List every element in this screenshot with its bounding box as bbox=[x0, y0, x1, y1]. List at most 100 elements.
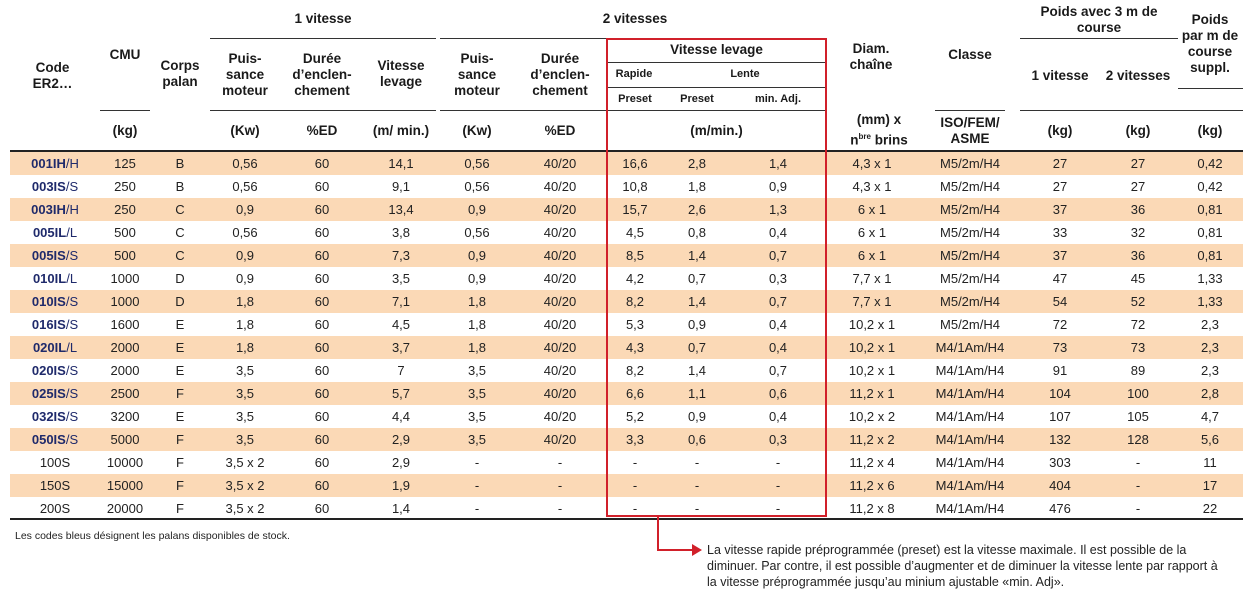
cell-cmu: 15000 bbox=[106, 478, 144, 493]
cell-corps: B bbox=[175, 156, 185, 171]
callout-arrow-horizontal bbox=[657, 549, 693, 551]
cell-code: 050IS/S bbox=[31, 432, 79, 447]
cell-lente: 0,7 bbox=[687, 340, 707, 355]
cell-ps: 11 bbox=[1203, 455, 1217, 470]
cell-p1: 72 bbox=[1052, 317, 1068, 332]
cell-kw2: 3,5 bbox=[467, 363, 487, 378]
divider bbox=[1020, 38, 1178, 39]
cell-diam: 6 x 1 bbox=[857, 202, 887, 217]
cell-ed2: 40/20 bbox=[543, 156, 577, 171]
cell-min: 1,4 bbox=[768, 156, 788, 171]
cell-corps: C bbox=[175, 225, 185, 240]
cell-classe: M4/1Am/H4 bbox=[935, 386, 1005, 401]
cell-v: 3,7 bbox=[391, 340, 411, 355]
divider bbox=[608, 87, 825, 88]
unit-cmu: (kg) bbox=[112, 123, 138, 138]
cell-min: 1,3 bbox=[768, 202, 788, 217]
cell-cmu: 500 bbox=[114, 225, 136, 240]
cell-v: 3,8 bbox=[391, 225, 411, 240]
cell-kw: 3,5 bbox=[235, 363, 255, 378]
cell-lente: 0,7 bbox=[687, 271, 707, 286]
cell-p2: 27 bbox=[1130, 156, 1146, 171]
cell-lente: 1,1 bbox=[687, 386, 707, 401]
unit-diam-line2: nbre brins bbox=[850, 132, 908, 148]
cell-ps: 4,7 bbox=[1200, 409, 1220, 424]
cell-ed: 60 bbox=[314, 179, 330, 194]
cell-lente: 0,9 bbox=[687, 409, 707, 424]
cell-rap: - bbox=[632, 455, 638, 470]
cell-kw: 1,8 bbox=[235, 317, 255, 332]
cell-diam: 10,2 x 1 bbox=[848, 340, 896, 355]
cell-rap: 5,2 bbox=[625, 409, 645, 424]
table-bottom-rule bbox=[10, 518, 1243, 520]
cell-ed: 60 bbox=[314, 455, 330, 470]
cell-cmu: 125 bbox=[114, 156, 136, 171]
divider bbox=[440, 110, 606, 111]
cell-v: 2,9 bbox=[391, 455, 411, 470]
cell-cmu: 1000 bbox=[110, 294, 140, 309]
cell-ed: 60 bbox=[314, 225, 330, 240]
cell-classe: M5/2m/H4 bbox=[940, 156, 1000, 171]
cell-kw2: - bbox=[474, 455, 480, 470]
header-poids-supp: Poids par m de course suppl. bbox=[1181, 12, 1239, 75]
cell-p1: 476 bbox=[1049, 501, 1071, 516]
cell-min: 0,9 bbox=[768, 179, 788, 194]
cell-classe: M4/1Am/H4 bbox=[935, 409, 1005, 424]
cell-kw2: 3,5 bbox=[467, 386, 487, 401]
cell-min: 0,4 bbox=[768, 317, 788, 332]
cell-corps: C bbox=[175, 202, 185, 217]
cell-ed2: 40/20 bbox=[543, 363, 577, 378]
table-row: 005IL/L 500 C 0,56 60 3,8 0,56 40/20 4,5 0,8 0,4 6 … bbox=[10, 221, 1243, 244]
callout-note: La vitesse rapide préprogrammée (preset)… bbox=[707, 543, 1218, 589]
cell-ps: 2,3 bbox=[1200, 363, 1220, 378]
header-diam: Diam. chaîne bbox=[849, 41, 893, 72]
cell-lente: 2,6 bbox=[687, 202, 707, 217]
cell-ed2: 40/20 bbox=[543, 179, 577, 194]
cell-v: 13,4 bbox=[388, 202, 414, 217]
cell-ps: 5,6 bbox=[1200, 432, 1220, 447]
cell-min: 0,7 bbox=[768, 363, 788, 378]
cell-kw2: 0,9 bbox=[467, 248, 487, 263]
cell-p2: 27 bbox=[1130, 179, 1146, 194]
cell-p1: 107 bbox=[1049, 409, 1071, 424]
cell-rap: 8,2 bbox=[625, 294, 645, 309]
cell-min: 0,7 bbox=[768, 248, 788, 263]
cell-kw2: - bbox=[474, 478, 480, 493]
table-row: 010IL/L 1000 D 0,9 60 3,5 0,9 40/20 4,2 0,7 0,3 7,7… bbox=[10, 267, 1243, 290]
cell-cmu: 1000 bbox=[110, 271, 140, 286]
cell-ps: 0,42 bbox=[1197, 179, 1223, 194]
table-row: 020IL/L 2000 E 1,8 60 3,7 1,8 40/20 4,3 0,7 0,4 10,… bbox=[10, 336, 1243, 359]
cell-kw: 3,5 x 2 bbox=[225, 478, 265, 493]
cell-p1: 54 bbox=[1052, 294, 1068, 309]
cell-v: 5,7 bbox=[391, 386, 411, 401]
cell-ps: 0,42 bbox=[1197, 156, 1223, 171]
cell-corps: B bbox=[175, 179, 185, 194]
cell-kw: 0,56 bbox=[232, 156, 258, 171]
cell-ed2: 40/20 bbox=[543, 271, 577, 286]
cell-corps: D bbox=[175, 294, 185, 309]
cell-rap: 3,3 bbox=[625, 432, 645, 447]
cell-code: 005IL/L bbox=[32, 225, 78, 240]
header-code: Code ER2… bbox=[32, 60, 73, 91]
cell-kw2: 1,8 bbox=[467, 340, 487, 355]
cell-diam: 10,2 x 1 bbox=[848, 363, 896, 378]
cell-classe: M4/1Am/H4 bbox=[935, 501, 1005, 516]
cell-classe: M4/1Am/H4 bbox=[935, 363, 1005, 378]
cell-cmu: 2000 bbox=[110, 363, 140, 378]
cell-diam: 6 x 1 bbox=[857, 225, 887, 240]
cell-min: 0,4 bbox=[768, 409, 788, 424]
cell-ed2: 40/20 bbox=[543, 248, 577, 263]
cell-cmu: 2000 bbox=[110, 340, 140, 355]
cell-kw: 3,5 x 2 bbox=[225, 455, 265, 470]
cell-ed2: 40/20 bbox=[543, 294, 577, 309]
cell-v: 14,1 bbox=[388, 156, 414, 171]
cell-rap: 5,3 bbox=[625, 317, 645, 332]
cell-v: 1,9 bbox=[391, 478, 411, 493]
cell-v: 4,4 bbox=[391, 409, 411, 424]
cell-classe: M5/2m/H4 bbox=[940, 179, 1000, 194]
cell-ps: 0,81 bbox=[1197, 248, 1223, 263]
cell-p2: - bbox=[1135, 455, 1141, 470]
cell-min: - bbox=[775, 501, 781, 516]
cell-rap: 4,2 bbox=[625, 271, 645, 286]
cell-ed: 60 bbox=[314, 386, 330, 401]
